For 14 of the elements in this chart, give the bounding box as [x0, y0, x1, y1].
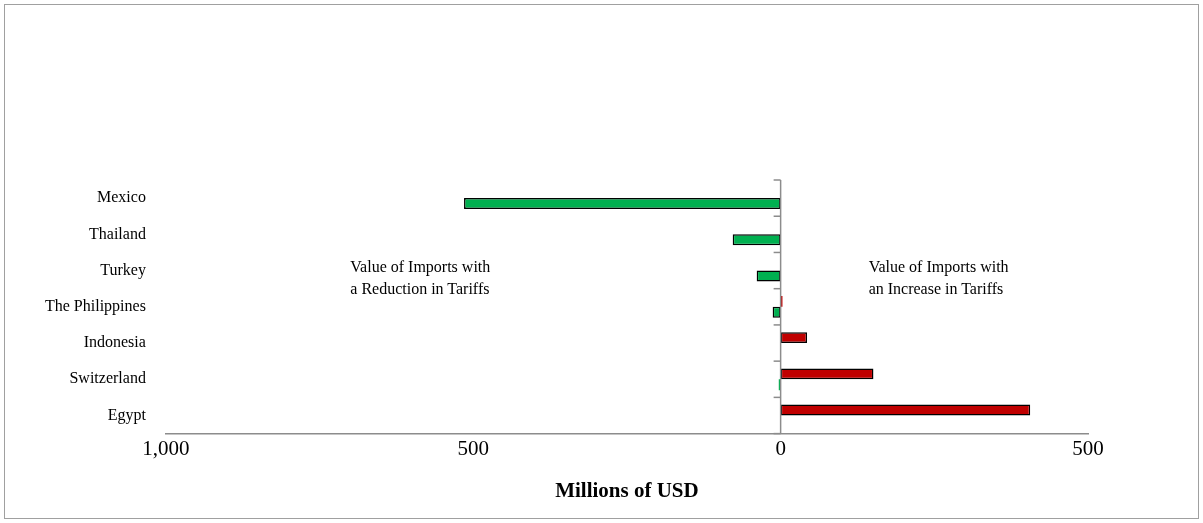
x-axis-title: Millions of USD	[555, 477, 699, 502]
y-tick-label: Thailand	[89, 224, 146, 242]
x-tick-label: 500	[457, 435, 490, 460]
y-tick-label: Indonesia	[83, 333, 146, 351]
y-tick-label: Turkey	[100, 260, 146, 279]
y-tick-label: Switzerland	[69, 369, 146, 387]
y-tick-label: Mexico	[97, 188, 146, 206]
y-tick-label: Egypt	[107, 405, 147, 424]
y-tick-label: The Philippines	[44, 297, 146, 315]
x-tick-label: 500	[1072, 435, 1104, 460]
x-tick-label: 1,000	[142, 435, 190, 460]
x-tick-label: 0	[775, 435, 786, 460]
annotation: Value of Imports with an Increase in Tariffs	[868, 258, 1009, 298]
annotation: Value of Imports with a Reduction in Tariffs	[350, 258, 491, 298]
